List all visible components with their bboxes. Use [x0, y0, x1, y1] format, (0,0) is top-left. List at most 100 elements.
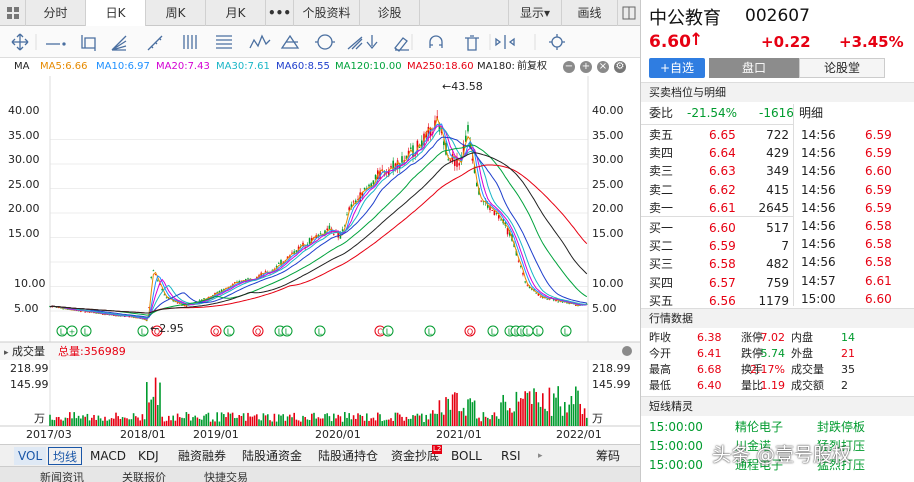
more-tabs-button[interactable]: ••• [266, 0, 294, 26]
volume-bar [214, 421, 216, 426]
move-cross-icon[interactable] [11, 33, 29, 51]
volume-bar [110, 418, 113, 426]
arrow-down-icon[interactable] [366, 35, 378, 50]
volume-bar [377, 412, 379, 426]
candle-body [344, 225, 346, 227]
gann-icon[interactable] [347, 36, 363, 50]
tab-chips[interactable]: 筹码 [596, 449, 621, 463]
stat-row: 最低 6.40 量比 1.19 成交额 2 [649, 379, 848, 392]
volume-bar [531, 403, 533, 426]
fibonacci-icon[interactable] [216, 35, 232, 49]
volume-bar [216, 412, 218, 426]
volume-bar [227, 412, 229, 426]
signal-marker: L [382, 325, 394, 337]
line-segment-icon[interactable] [46, 42, 66, 46]
svg-text:L: L [60, 328, 65, 337]
tab-weekly-k[interactable]: 周K [146, 0, 206, 26]
volume-bar [313, 412, 315, 426]
minus-icon[interactable]: − [563, 61, 575, 73]
tab-northbound-funds[interactable]: 陆股通资金 [242, 449, 303, 463]
tab-daily-k[interactable]: 日K [86, 0, 146, 26]
candle-body [319, 233, 322, 235]
add-watchlist-button[interactable]: +自选 [649, 58, 705, 78]
crop-icon[interactable] [81, 35, 96, 51]
plus-icon[interactable]: + [580, 61, 592, 73]
volume-bar [454, 392, 456, 426]
eraser-icon[interactable] [394, 37, 409, 52]
candle-body [278, 263, 280, 264]
candle-body [482, 201, 485, 203]
volume-bar [429, 413, 432, 426]
tab-kdj[interactable]: KDJ [138, 449, 159, 463]
draw-line-button[interactable]: 画线 [562, 0, 618, 26]
volume-bar [311, 413, 313, 426]
tick-price: 6.58 [865, 219, 892, 233]
volume-bar [152, 396, 155, 426]
tab-margin[interactable]: 融资融券 [178, 449, 227, 463]
tab-bottom-fishing[interactable]: 资金抄底 [391, 449, 440, 463]
tab-ma[interactable]: 均线 [48, 447, 83, 465]
display-menu-button[interactable]: 显示▾ [508, 0, 562, 26]
grid-menu-icon[interactable] [0, 0, 26, 26]
volume-bar [322, 418, 324, 426]
wave-icon[interactable] [249, 34, 271, 49]
signal-marker: Q [151, 325, 163, 337]
tab-northbound-holdings[interactable]: 陆股通持仓 [318, 449, 379, 463]
tick-row: 14:57 6.61 [793, 272, 914, 290]
vol-axis-mid-right: 145.99 [592, 378, 631, 391]
tab-news[interactable]: 新闻资讯 [40, 471, 84, 482]
settings-gear-icon[interactable] [622, 346, 632, 356]
close-icon[interactable]: × [597, 61, 609, 73]
fan-lines-icon[interactable] [111, 35, 127, 51]
volume-bar [49, 414, 51, 426]
ruler-icon[interactable] [147, 35, 163, 51]
volume-bar [564, 402, 566, 426]
candle-body [500, 219, 502, 221]
volume-bar [262, 413, 265, 426]
tab-vol[interactable]: VOL [14, 447, 47, 465]
volume-bar [284, 420, 287, 426]
tab-intraday[interactable]: 分时 [26, 0, 86, 26]
parallel-lines-icon[interactable] [183, 35, 197, 49]
tab-diagnose[interactable]: 诊股 [360, 0, 420, 26]
tab-stock-profile[interactable]: 个股资料 [294, 0, 360, 26]
volume-expand-icon[interactable]: ▸ [4, 348, 9, 358]
svg-text:40.00: 40.00 [8, 104, 40, 117]
volume-bar [117, 416, 119, 426]
collapse-icon[interactable] [618, 0, 640, 26]
volume-bar [385, 419, 388, 426]
candle-body [104, 314, 106, 316]
cycle-icon[interactable] [315, 34, 335, 50]
volume-bar [341, 421, 344, 426]
split-view-icon[interactable] [495, 35, 515, 49]
tab-rsi[interactable]: RSI [501, 449, 521, 463]
alert-row[interactable]: 15:00:00 精伦电子 封跌停板 [649, 420, 866, 434]
tab-quick-trade[interactable]: 快捷交易 [204, 471, 248, 482]
settings-gear-icon[interactable] [549, 34, 565, 50]
last-price: 6.60 [649, 32, 691, 52]
volume-bar [212, 419, 214, 426]
candle-body [88, 312, 91, 313]
magnet-icon[interactable] [429, 35, 443, 48]
settings-gear-icon[interactable]: ⚙ [614, 61, 626, 73]
triangle-pattern-icon[interactable] [280, 34, 300, 49]
alert-row[interactable]: 15:00:00 川金诺 猛烈打压 [649, 439, 866, 453]
tab-related-quotes[interactable]: 关联报价 [122, 471, 166, 482]
chevron-right-icon[interactable]: ▸ [538, 451, 543, 461]
volume-bar [546, 411, 548, 426]
tab-forum[interactable]: 论股堂 [799, 58, 885, 78]
volume-bar [269, 420, 271, 426]
kline-chart[interactable]: L + L L Q Q L Q L L L C L L Q L L L L L L L ←43.58 ←2.95 40.0… [0, 76, 640, 444]
volume-bar [326, 413, 328, 426]
tab-order-book[interactable]: 盘口 [709, 58, 799, 78]
tab-boll[interactable]: BOLL [451, 449, 482, 463]
trash-icon[interactable] [465, 35, 479, 51]
volume-bar [247, 412, 249, 426]
tab-monthly-k[interactable]: 月K [206, 0, 266, 26]
adjust-mode-label[interactable]: 前复权 [517, 61, 547, 72]
volume-bar [119, 418, 122, 426]
volume-bar [379, 414, 381, 426]
ma30-value: MA30:7.61 [216, 61, 270, 72]
alert-row[interactable]: 15:00:00 通程电子 猛烈打压 [649, 458, 866, 472]
tab-macd[interactable]: MACD [90, 449, 126, 463]
